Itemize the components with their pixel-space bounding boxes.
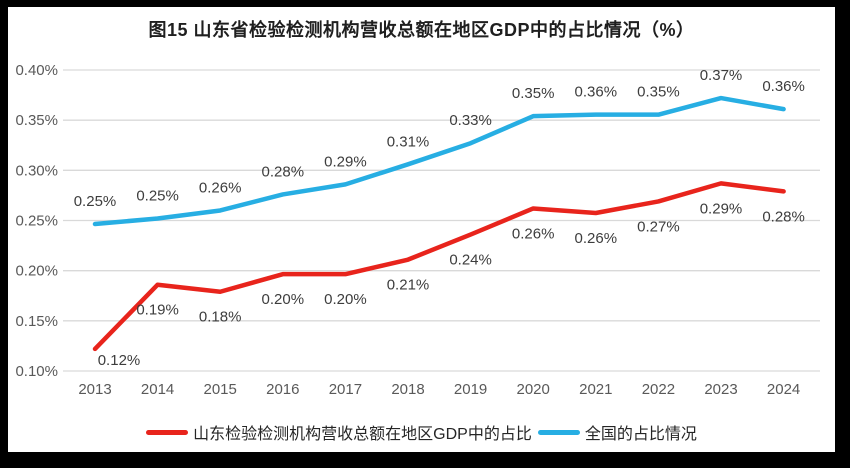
y-axis-tick-label: 0.30% [15, 162, 58, 179]
data-label: 0.37% [700, 67, 743, 84]
x-axis-tick-label: 2022 [642, 381, 675, 398]
legend-item-national[interactable]: 全国的占比情况 [537, 420, 697, 444]
data-label: 0.26% [199, 179, 242, 196]
data-label: 0.12% [98, 352, 141, 369]
x-axis-tick-label: 2013 [78, 381, 111, 398]
data-label: 0.29% [700, 200, 743, 217]
data-label: 0.36% [762, 78, 805, 95]
data-label: 0.28% [262, 163, 305, 180]
data-label: 0.18% [199, 309, 242, 326]
data-label: 0.25% [136, 187, 179, 204]
legend-label-national: 全国的占比情况 [584, 426, 697, 443]
legend-label-shandong: 山东检验检测机构营收总额在地区GDP中的占比 [193, 426, 532, 443]
x-axis-tick-label: 2024 [767, 381, 800, 398]
data-label: 0.35% [512, 85, 555, 102]
x-axis-tick-label: 2018 [391, 381, 424, 398]
x-axis-tick-label: 2019 [454, 381, 487, 398]
legend-swatch-national-blue-line [537, 429, 580, 435]
y-axis-tick-label: 0.25% [15, 213, 58, 230]
y-axis-tick-label: 0.35% [15, 112, 58, 129]
data-label: 0.27% [637, 218, 680, 235]
data-label: 0.21% [387, 277, 430, 294]
x-axis-tick-label: 2017 [329, 381, 362, 398]
data-label: 0.36% [575, 84, 618, 101]
x-axis-tick-label: 2020 [517, 381, 550, 398]
data-label: 0.28% [762, 208, 805, 225]
x-axis-tick-label: 2015 [204, 381, 237, 398]
data-label: 0.31% [387, 133, 430, 150]
x-axis-tick-label: 2021 [579, 381, 612, 398]
shandong-line-series [92, 181, 786, 352]
legend-item-shandong[interactable]: 山东检验检测机构营收总额在地区GDP中的占比 [146, 420, 532, 444]
x-axis-tick-label: 2016 [266, 381, 299, 398]
line-chart-plot: 0.10% 0.15% 0.20% 0.25% 0.30% 0.35% 0.40% 2013 2… [15, 62, 820, 398]
y-axis-tick-label: 0.40% [15, 62, 58, 79]
data-label: 0.26% [512, 225, 555, 242]
data-label: 0.20% [324, 291, 367, 308]
chart-title: 图15 山东省检验检测机构营收总额在地区GDP中的占比情况（%） [148, 20, 695, 40]
data-label: 0.20% [262, 291, 305, 308]
data-label: 0.19% [136, 302, 179, 319]
data-label: 0.35% [637, 84, 680, 101]
y-axis-tick-label: 0.10% [15, 363, 58, 380]
y-axis-tick-label: 0.15% [15, 313, 58, 330]
x-axis-tick-label: 2014 [141, 381, 174, 398]
data-label: 0.24% [449, 252, 492, 269]
legend-swatch-shandong-red-line [146, 429, 189, 435]
data-label: 0.26% [575, 230, 618, 247]
national-line-series [92, 95, 786, 227]
data-label: 0.25% [74, 193, 117, 210]
legend: 山东检验检测机构营收总额在地区GDP中的占比 全国的占比情况 [8, 420, 835, 444]
x-axis-tick-label: 2023 [704, 381, 737, 398]
y-axis-tick-label: 0.20% [15, 263, 58, 280]
data-label: 0.29% [324, 153, 367, 170]
data-label: 0.33% [449, 112, 492, 129]
chart-area: 图15 山东省检验检测机构营收总额在地区GDP中的占比情况（%） 0.10% 0.… [8, 7, 835, 452]
